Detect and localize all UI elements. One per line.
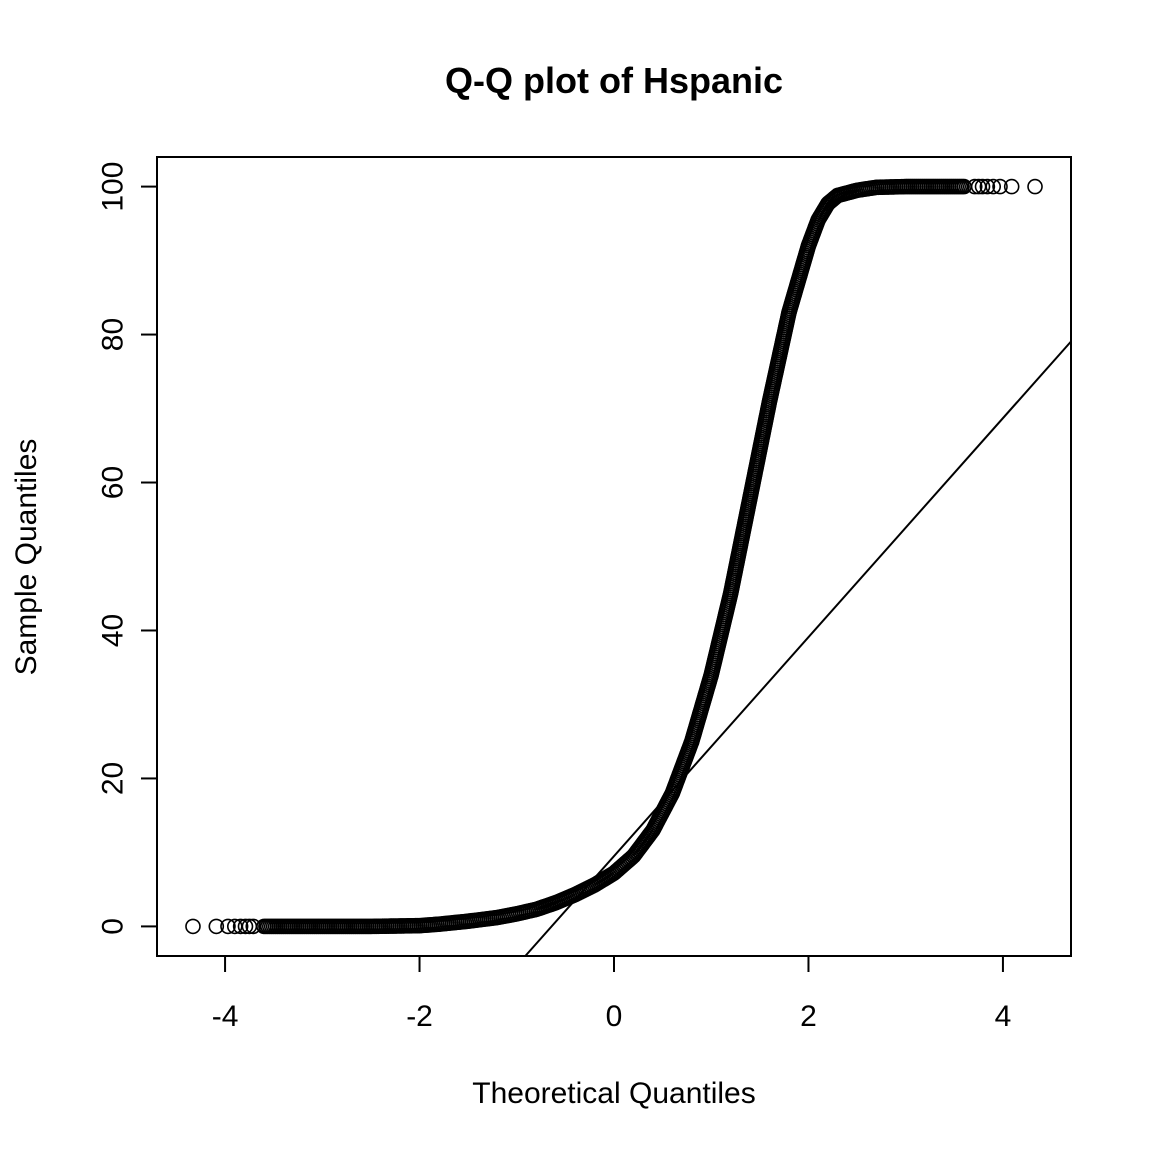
data-point [220, 918, 236, 935]
data-point [1027, 178, 1043, 195]
data-point [1003, 178, 1020, 195]
data-point [208, 918, 225, 935]
data-point [232, 918, 249, 935]
y-tick-label: 100 [97, 162, 130, 212]
data-point [974, 178, 991, 195]
x-axis-label: Theoretical Quantiles [472, 1077, 755, 1110]
y-tick-label: 20 [97, 762, 130, 795]
x-tick-label: 2 [800, 1000, 817, 1033]
data-point [979, 178, 996, 195]
x-tick-label: -4 [212, 1000, 239, 1033]
data-point [185, 918, 201, 935]
y-axis: 0 20 40 60 80 100 [97, 162, 158, 935]
chart-title: Q-Q plot of Hspanic [445, 60, 783, 101]
y-tick-label: 60 [97, 466, 130, 499]
y-tick-label: 0 [97, 918, 130, 935]
data-point [237, 918, 254, 935]
data-points [185, 178, 1043, 935]
x-tick-label: -2 [406, 1000, 433, 1033]
x-tick-label: 0 [606, 1000, 623, 1033]
y-tick-label: 40 [97, 614, 130, 647]
plot-frame [156, 156, 1072, 957]
data-point [992, 178, 1008, 195]
x-axis: -4 -2 0 2 4 [212, 955, 1012, 1033]
data-point [985, 178, 1002, 195]
x-tick-label: 4 [995, 1000, 1012, 1033]
y-tick-label: 80 [97, 318, 130, 351]
data-point [966, 178, 983, 195]
y-axis-label: Sample Quantiles [10, 439, 43, 676]
reference-line [524, 340, 1072, 957]
